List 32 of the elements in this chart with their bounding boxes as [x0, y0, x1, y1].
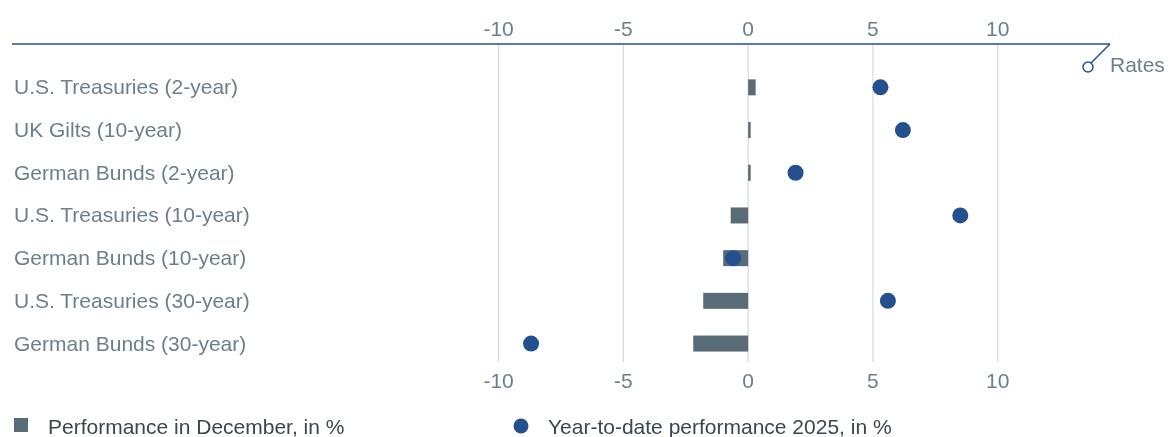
- bar: [730, 207, 749, 224]
- legend-label: Performance in December, in %: [48, 415, 345, 437]
- y-tick-label: U.S. Treasuries (2-year): [14, 75, 239, 99]
- y-tick-label: U.S. Treasuries (30-year): [14, 288, 250, 312]
- y-tick-label: UK Gilts (10-year): [14, 118, 183, 142]
- x2-tick-label: -5: [614, 17, 633, 40]
- x2-tick-label: 0: [742, 17, 754, 40]
- bar: [703, 292, 749, 309]
- text: Rates: [1110, 53, 1165, 76]
- x2-tick-label: -10: [483, 17, 514, 40]
- x-tick-label: -10: [483, 369, 514, 392]
- bar: [693, 335, 749, 352]
- y-tick-label: German Bunds (30-year): [14, 331, 247, 355]
- point: [872, 79, 889, 96]
- x-tick-label: -5: [614, 369, 633, 392]
- y-tick-label: German Bunds (2-year): [14, 160, 235, 184]
- x2-tick-label: 5: [867, 17, 879, 40]
- bar: [748, 79, 756, 96]
- point: [894, 122, 911, 139]
- point: [879, 292, 896, 309]
- point: [787, 164, 804, 181]
- x-tick-label: 5: [867, 369, 879, 392]
- x2-tick-label: 10: [986, 17, 1010, 40]
- y-tick-label: U.S. Treasuries (10-year): [14, 203, 250, 227]
- point: [725, 250, 742, 267]
- x-tick-label: 10: [986, 369, 1010, 392]
- point: [952, 207, 969, 224]
- x-tick-label: 0: [742, 369, 754, 392]
- bar: [748, 122, 751, 139]
- bar: [748, 164, 751, 181]
- point: [523, 335, 540, 352]
- y-tick-label: German Bunds (10-year): [14, 246, 247, 270]
